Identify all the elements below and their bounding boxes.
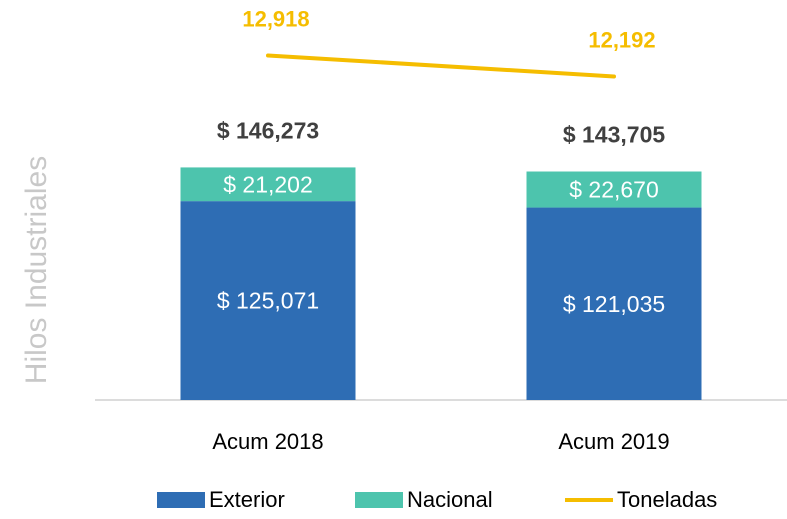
bar-label: $ 125,071 [217, 288, 319, 314]
bar-label: $ 21,202 [223, 171, 313, 197]
line-series [266, 53, 616, 79]
total-label: $ 143,705 [563, 122, 666, 148]
legend-swatch [355, 492, 403, 508]
legend-label: Nacional [407, 487, 493, 512]
line-label: 12,192 [588, 27, 655, 52]
legend-label: Toneladas [617, 487, 717, 512]
line-label: 12,918 [242, 6, 309, 31]
bar-label: $ 121,035 [563, 291, 665, 317]
total-label: $ 146,273 [217, 118, 319, 144]
legend-swatch [157, 492, 205, 508]
bar-segment [180, 201, 356, 400]
y-axis-label: Hilos Industriales [20, 156, 53, 384]
bar-segment [526, 171, 702, 208]
bar-segment [180, 167, 356, 202]
legend-label: Exterior [209, 487, 285, 512]
x-tick-label: Acum 2018 [212, 429, 323, 454]
bar-label: $ 22,670 [569, 177, 659, 203]
bar-segment [526, 207, 702, 400]
x-tick-label: Acum 2019 [558, 429, 669, 454]
